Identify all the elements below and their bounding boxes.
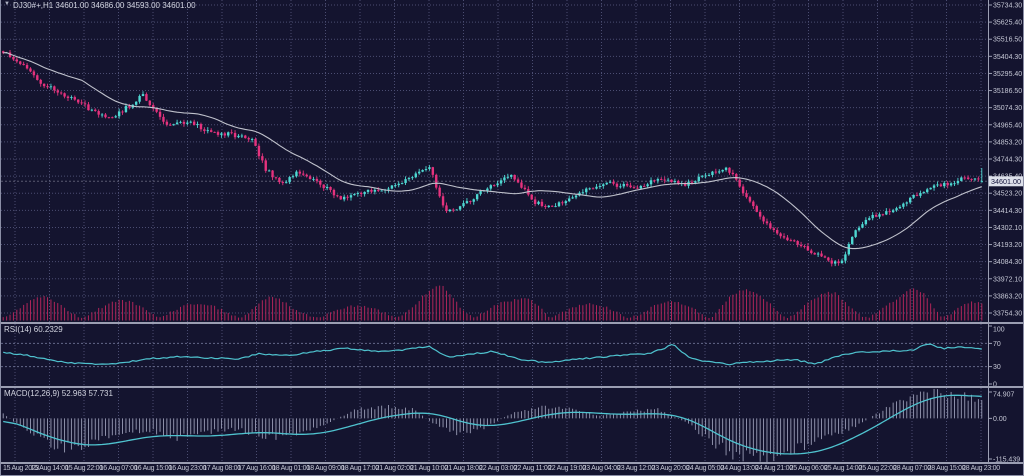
current-price-label: 34601.00 [991, 177, 1021, 186]
chart-title-text: DJ30#+,H1 34601.00 34686.00 34593.00 346… [12, 1, 196, 10]
price-axis-label: 35734.30 [993, 3, 1022, 10]
time-axis-label: 22 Aug 19:00 [548, 465, 586, 472]
time-axis-label: 23 Aug 20:00 [651, 465, 690, 472]
time-axis-label: 16 Aug 23:00 [168, 465, 207, 472]
price-axis-label: 35404.30 [993, 54, 1022, 61]
time-axis-label: 18 Aug 17:00 [341, 465, 379, 472]
time-axis-label: 24 Aug 13:00 [720, 465, 759, 472]
price-axis-label: 35625.40 [993, 20, 1022, 27]
price-axis-label: 33754.30 [993, 311, 1022, 318]
rsi-axis-label: 0 [993, 382, 997, 387]
rsi-axis-label: 100 [993, 327, 1005, 334]
main-chart-panel: 35734.30 35625.40 35516.50 35404.30 35295.40… [1, 0, 1024, 322]
price-axis-label: 34965.40 [993, 122, 1022, 129]
symbol-dropdown-icon[interactable]: ▼ [4, 1, 10, 7]
rsi-canvas[interactable]: 100 70 30 0 [1, 324, 1024, 386]
price-axis-label: 34744.30 [993, 157, 1022, 164]
macd-canvas[interactable]: 74.907 0.00 -115.439 [1, 388, 1024, 462]
price-axis-label: 33972.10 [993, 276, 1022, 283]
macd-label: MACD(12,26,9) 52.963 57.731 [4, 389, 113, 398]
time-axis-label: 24 Aug 21:00 [755, 465, 793, 472]
time-axis-label: 18 Aug 09:00 [306, 465, 345, 472]
macd-signal-line [3, 394, 982, 455]
macd-panel: 74.907 0.00 -115.439 MACD(12,26,9) 52.963 … [1, 388, 1024, 462]
chart-title: ▼ DJ30#+,H1 34601.00 34686.00 34593.00 34… [4, 1, 196, 10]
time-axis-label: 17 Aug 08:00 [203, 465, 241, 472]
price-axis-label: 35186.50 [993, 88, 1022, 95]
price-axis-label: 34523.20 [993, 191, 1022, 198]
time-axis-label: 15 Aug 14:00 [30, 465, 69, 472]
price-axis-label: 35516.50 [993, 37, 1022, 44]
time-axis-label: 16 Aug 15:00 [134, 465, 172, 472]
current-price-box [989, 176, 1023, 187]
rsi-line [3, 343, 982, 366]
rsi-label: RSI(14) 60.2329 [4, 325, 63, 334]
panel-separator [1, 462, 1023, 464]
price-axis-label: 35074.30 [993, 105, 1022, 112]
time-axis-label: 15 Aug 2023 [3, 465, 40, 472]
moving-average-line [3, 52, 982, 250]
time-axis-label: 17 Aug 16:00 [237, 465, 276, 472]
panel-separator[interactable] [1, 322, 1023, 324]
time-axis-label: 28 Aug 07:00 [893, 465, 931, 472]
time-axis-label: 18 Aug 01:00 [272, 465, 310, 472]
time-axis-label: 23 Aug 12:00 [617, 465, 655, 472]
rsi-axis-label: 30 [993, 364, 1001, 371]
time-axis-label: 15 Aug 22:00 [65, 465, 103, 472]
time-axis-label: 28 Aug 23:00 [962, 465, 1000, 472]
price-axis-label: 34414.30 [993, 208, 1022, 215]
time-axis-label: 28 Aug 15:00 [927, 465, 966, 472]
macd-axis-label: 0.00 [993, 416, 1007, 423]
price-axis-label: 35295.40 [993, 71, 1022, 78]
time-axis-label: 21 Aug 02:00 [375, 465, 414, 472]
time-axis-label: 24 Aug 05:00 [686, 465, 724, 472]
time-axis-label: 23 Aug 04:00 [582, 465, 621, 472]
price-axis-label: 34853.20 [993, 139, 1022, 146]
macd-axis-label: -115.439 [993, 457, 1020, 463]
time-axis-label: 22 Aug 11:00 [513, 465, 552, 472]
panel-separator[interactable] [1, 386, 1023, 388]
time-axis-label: 22 Aug 03:00 [479, 465, 517, 472]
macd-axis-label: 74.907 [993, 392, 1015, 399]
price-axis-label: 34084.30 [993, 259, 1022, 266]
rsi-axis-label: 70 [993, 341, 1001, 348]
time-axis-label: 21 Aug 18:00 [444, 465, 483, 472]
time-axis[interactable]: 15 Aug 2023 15 Aug 14:00 15 Aug 22:00 16 Au… [1, 464, 1023, 475]
time-axis-label: 21 Aug 10:00 [410, 465, 448, 472]
main-chart-canvas[interactable]: 35734.30 35625.40 35516.50 35404.30 35295.40… [1, 0, 1024, 322]
time-axis-label: 25 Aug 22:00 [858, 465, 897, 472]
time-axis-label: 25 Aug 14:00 [824, 465, 862, 472]
price-axis-label: 33863.20 [993, 293, 1022, 300]
rsi-panel: 100 70 30 0 RSI(14) 60.2329 [1, 324, 1024, 386]
time-axis-label: 25 Aug 06:00 [789, 465, 828, 472]
price-axis-label: 34193.20 [993, 242, 1022, 249]
time-axis-label: 16 Aug 07:00 [99, 465, 138, 472]
price-axis-label: 34302.10 [993, 225, 1022, 232]
